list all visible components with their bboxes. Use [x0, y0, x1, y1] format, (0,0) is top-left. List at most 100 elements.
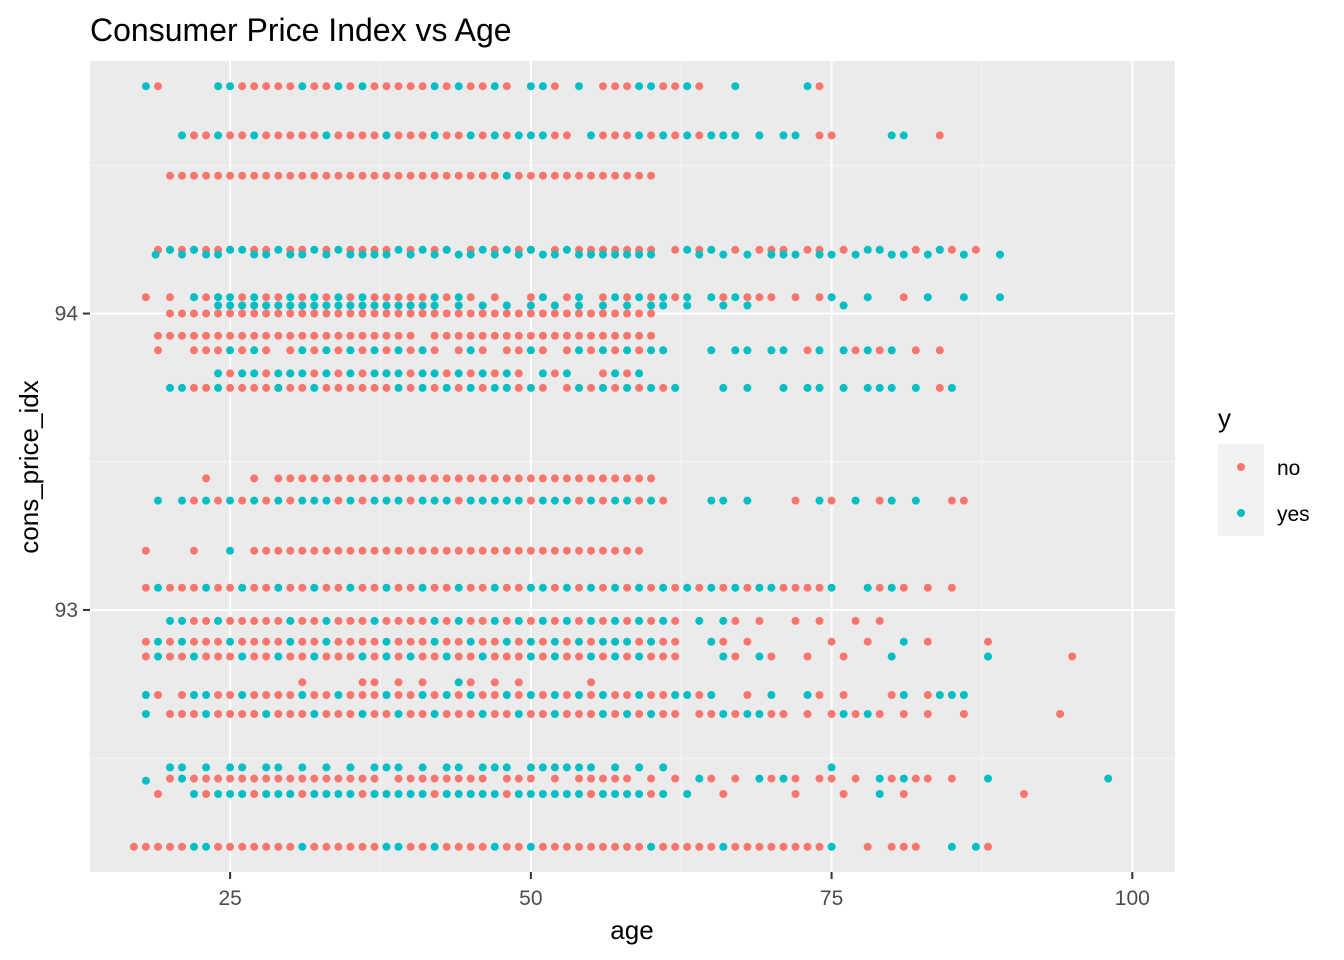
data-point-yes — [370, 369, 379, 378]
data-point-no — [671, 293, 680, 302]
data-point-yes — [382, 369, 391, 378]
data-point-yes — [635, 652, 644, 661]
data-point-no — [394, 616, 403, 625]
data-point-no — [466, 583, 475, 592]
data-point-no — [839, 652, 848, 661]
data-point-no — [611, 131, 620, 140]
data-point-no — [478, 842, 487, 851]
data-point-no — [827, 637, 836, 646]
data-point-yes — [262, 710, 271, 718]
data-point-yes — [514, 616, 523, 625]
data-point-yes — [490, 763, 499, 772]
data-point-no — [190, 309, 198, 318]
data-point-no — [406, 774, 415, 783]
data-point-no — [647, 583, 656, 592]
data-point-no — [599, 546, 607, 555]
data-point-no — [262, 616, 271, 625]
data-point-yes — [599, 691, 607, 699]
data-point-no — [526, 546, 535, 555]
data-point-no — [442, 474, 451, 483]
data-point-no — [803, 245, 812, 254]
data-point-no — [394, 691, 403, 699]
data-point-yes — [478, 301, 487, 310]
data-point-no — [250, 474, 259, 483]
data-point-yes — [394, 790, 403, 798]
data-point-no — [575, 309, 583, 318]
data-point-yes — [310, 496, 319, 505]
data-point-yes — [683, 131, 692, 140]
data-point-no — [671, 616, 680, 625]
data-point-no — [214, 710, 223, 718]
data-point-yes — [466, 790, 475, 798]
data-point-yes — [683, 293, 692, 302]
data-point-yes — [707, 346, 716, 355]
data-point-no — [250, 583, 259, 592]
data-point-no — [442, 637, 451, 646]
data-point-yes — [214, 616, 223, 625]
data-point-no — [262, 583, 271, 592]
data-point-no — [406, 383, 415, 392]
data-point-no — [587, 691, 595, 699]
data-point-no — [863, 637, 872, 646]
data-point-no — [202, 131, 211, 140]
data-point-no — [490, 309, 499, 318]
data-point-yes — [214, 369, 223, 378]
data-point-no — [478, 331, 487, 340]
data-point-no — [923, 710, 932, 718]
data-point-yes — [803, 383, 812, 392]
data-point-no — [442, 369, 451, 378]
data-point-yes — [466, 250, 475, 259]
data-point-yes — [442, 652, 451, 661]
data-point-yes — [490, 583, 499, 592]
data-point-no — [575, 842, 583, 851]
data-point-no — [875, 346, 884, 355]
data-point-no — [334, 774, 343, 783]
data-point-yes — [791, 250, 800, 259]
data-point-no — [418, 131, 427, 140]
data-point-no — [478, 637, 487, 646]
data-point-no — [514, 678, 523, 687]
data-point-no — [298, 710, 307, 718]
data-point-yes — [562, 763, 571, 772]
data-point-no — [659, 710, 668, 718]
data-point-yes — [647, 496, 656, 505]
data-point-no — [454, 131, 463, 140]
data-point-yes — [214, 790, 223, 798]
data-point-no — [370, 774, 379, 783]
data-point-no — [755, 616, 764, 625]
data-point-yes — [418, 346, 427, 355]
data-point-no — [755, 842, 764, 851]
data-point-no — [394, 131, 403, 140]
data-point-no — [262, 383, 271, 392]
data-point-yes — [190, 652, 198, 661]
data-point-no — [538, 637, 547, 646]
data-point-no — [346, 171, 355, 180]
data-point-no — [226, 309, 235, 318]
data-point-yes — [430, 131, 439, 140]
data-point-no — [562, 331, 571, 340]
data-point-no — [623, 309, 632, 318]
data-point-yes — [587, 763, 595, 772]
data-point-no — [370, 652, 379, 661]
data-point-no — [827, 131, 836, 140]
data-point-no — [839, 790, 848, 798]
data-point-no — [262, 346, 271, 355]
data-point-no — [346, 82, 355, 91]
data-point-no — [262, 774, 271, 783]
data-point-yes — [394, 383, 403, 392]
data-point-no — [190, 583, 198, 592]
data-point-yes — [659, 583, 668, 592]
data-point-no — [238, 293, 247, 302]
data-point-yes — [406, 652, 415, 661]
data-point-yes — [166, 616, 174, 625]
data-point-yes — [418, 383, 427, 392]
data-point-no — [226, 583, 235, 592]
data-point-yes — [587, 616, 595, 625]
data-point-no — [286, 496, 295, 505]
data-point-no — [286, 309, 295, 318]
data-point-no — [334, 171, 343, 180]
data-point-no — [599, 774, 607, 783]
data-point-no — [502, 309, 511, 318]
data-point-no — [394, 171, 403, 180]
data-point-no — [322, 82, 331, 91]
